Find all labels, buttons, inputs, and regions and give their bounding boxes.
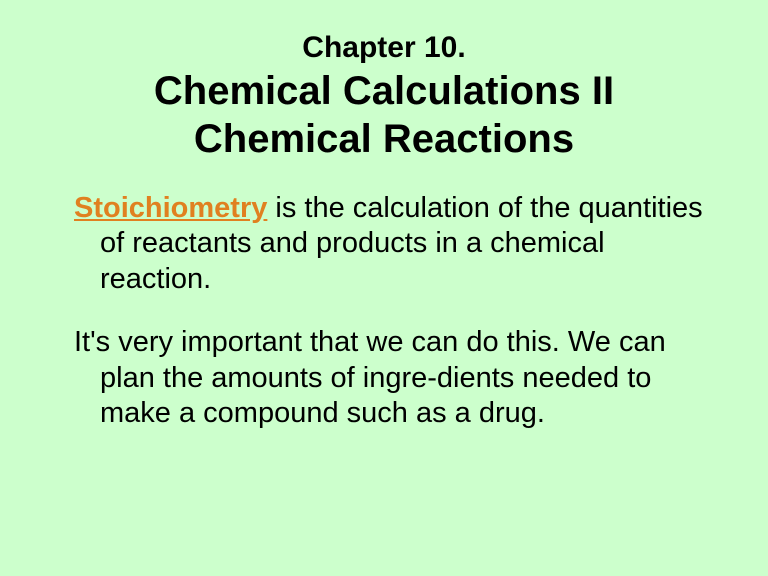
paragraph-1: Stoichiometry is the calculation of the …: [74, 191, 710, 297]
chapter-label: Chapter 10.: [48, 28, 720, 67]
main-title-line1: Chemical Calculations II: [48, 67, 720, 115]
body-text: Stoichiometry is the calculation of the …: [48, 191, 720, 431]
paragraph-2: It's very important that we can do this.…: [74, 325, 710, 431]
slide-container: Chapter 10. Chemical Calculations II Che…: [0, 0, 768, 576]
main-title-line2: Chemical Reactions: [48, 115, 720, 163]
key-term-stoichiometry: Stoichiometry: [74, 192, 267, 224]
title-block: Chapter 10. Chemical Calculations II Che…: [48, 28, 720, 163]
